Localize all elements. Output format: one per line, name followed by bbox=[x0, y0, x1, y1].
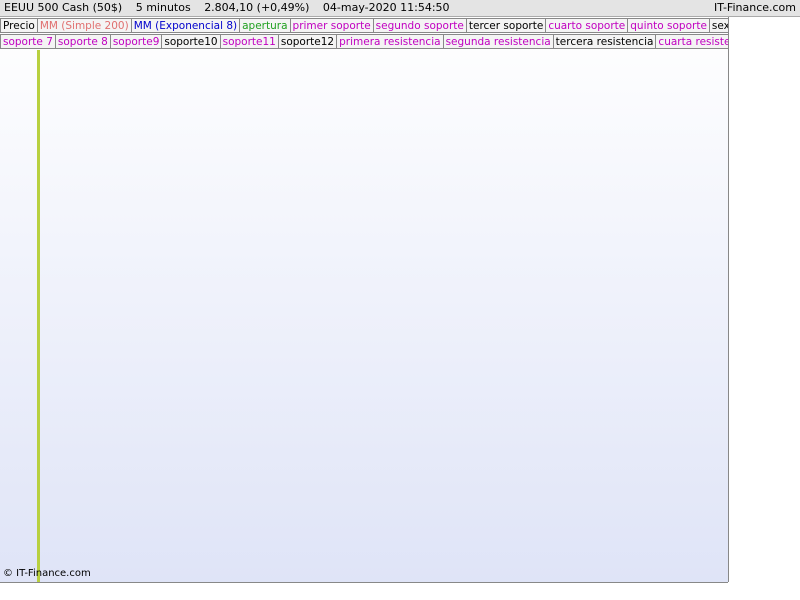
source: IT-Finance.com bbox=[714, 1, 796, 14]
legend-item: tercer soporte bbox=[465, 18, 547, 33]
legend-item: soporte9 bbox=[109, 34, 163, 49]
legend-item: cuarta resistencia bbox=[655, 34, 728, 49]
copyright: © IT-Finance.com bbox=[3, 568, 91, 579]
legend-item: MM (Simple 200) bbox=[36, 18, 132, 33]
legend-item: apertura bbox=[239, 18, 291, 33]
plot-background bbox=[0, 16, 728, 582]
legend-row: Precio MM (Simple 200) MM (Exponencial 8) a… bbox=[0, 18, 728, 33]
legend-item: primer soporte bbox=[289, 18, 374, 33]
legend-row: soporte 7 soporte 8 soporte9 soporte10 sopor… bbox=[0, 34, 728, 49]
title: EEUU 500 Cash (50$) bbox=[4, 1, 123, 14]
legend-item: primera resistencia bbox=[336, 34, 444, 49]
legend-item: soporte11 bbox=[219, 34, 279, 49]
interval: 5 minutos bbox=[135, 1, 191, 14]
legend-item: soporte12 bbox=[277, 34, 338, 49]
datetime: 04-may-2020 11:54:50 bbox=[322, 1, 450, 14]
legend-item: Precio bbox=[0, 18, 38, 33]
legend-item: cuarto soporte bbox=[545, 18, 629, 33]
last-price: 2.804,10 (+0,49%) bbox=[204, 1, 310, 14]
legend-item: soporte 7 bbox=[0, 34, 56, 49]
legend-item: sexto soporte bbox=[708, 18, 728, 33]
legend-item: soporte 8 bbox=[54, 34, 111, 49]
legend-item: quinto soporte bbox=[627, 18, 710, 33]
legend-item: segunda resistencia bbox=[442, 34, 554, 49]
legend-item: MM (Exponencial 8) bbox=[130, 18, 241, 33]
legend-item: segundo soporte bbox=[372, 18, 467, 33]
legend-item: tercera resistencia bbox=[552, 34, 657, 49]
legend-item: soporte10 bbox=[161, 34, 221, 49]
header: EEUU 500 Cash (50$) 5 minutos 2.804,10 (… bbox=[0, 0, 800, 17]
